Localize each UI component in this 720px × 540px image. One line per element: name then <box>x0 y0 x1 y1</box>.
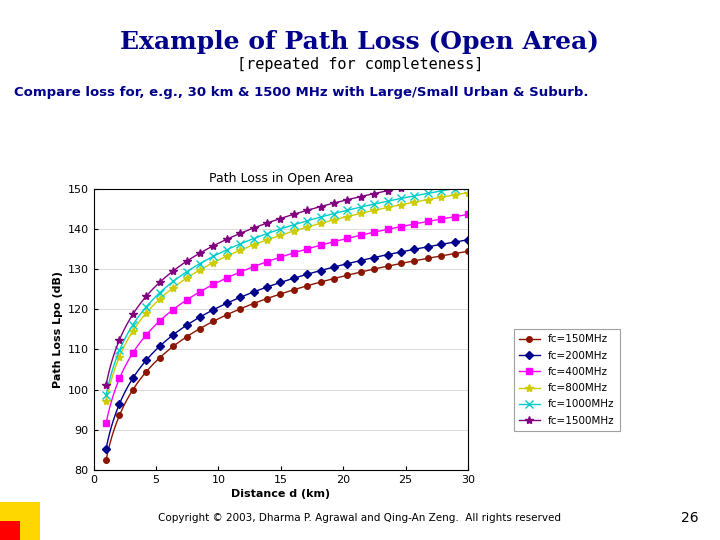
Text: Compare loss for, e.g., 30 km & 1500 MHz with Large/Small Urban & Suburb.: Compare loss for, e.g., 30 km & 1500 MHz… <box>14 86 589 99</box>
Text: 26: 26 <box>681 511 698 525</box>
Text: [repeated for completeness]: [repeated for completeness] <box>237 57 483 72</box>
Title: Path Loss in Open Area: Path Loss in Open Area <box>209 172 353 185</box>
Text: Copyright © 2003, Dharma P. Agrawal and Qing-An Zeng.  All rights reserved: Copyright © 2003, Dharma P. Agrawal and … <box>158 514 562 523</box>
Legend: fc=150MHz, fc=200MHz, fc=400MHz, fc=800MHz, fc=1000MHz, fc=1500MHz: fc=150MHz, fc=200MHz, fc=400MHz, fc=800M… <box>514 329 620 431</box>
X-axis label: Distance d (km): Distance d (km) <box>231 489 330 499</box>
Y-axis label: Path Loss Lpo (dB): Path Loss Lpo (dB) <box>53 271 63 388</box>
Text: Example of Path Loss (Open Area): Example of Path Loss (Open Area) <box>120 30 600 53</box>
